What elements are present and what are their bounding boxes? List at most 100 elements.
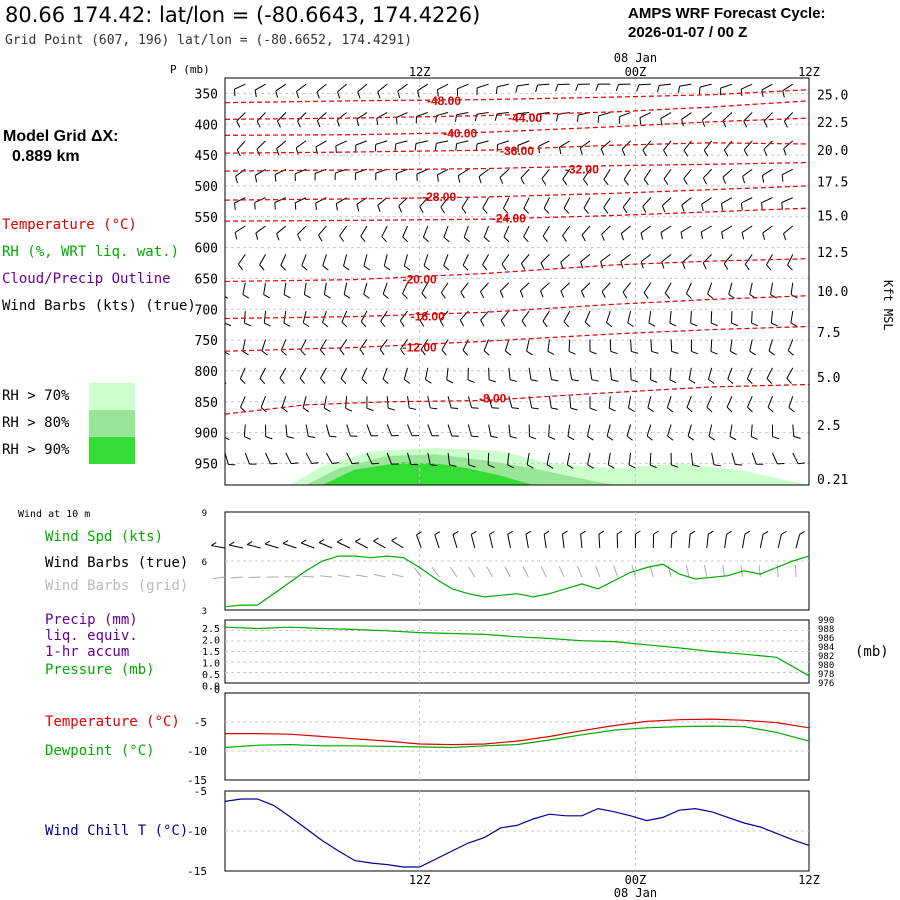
wind-barb: [630, 339, 639, 354]
wind-barb-flag: [771, 322, 778, 327]
wind-barb-staff: [504, 339, 510, 352]
wind-barb: [558, 140, 570, 155]
wind-barb-flag: [361, 378, 368, 385]
wind-barb-staff: [323, 396, 327, 409]
wind-barb: [643, 282, 652, 299]
wind-barb-staff: [265, 452, 271, 465]
wind-barb: [421, 282, 429, 299]
wind-barb: [394, 140, 408, 151]
wind-barb-staff: [259, 254, 266, 266]
wind-barb-staff: [622, 282, 631, 293]
wind-barb-flag: [490, 435, 498, 438]
wind10m-barb-grid: [355, 574, 368, 578]
wind-barb-staff: [569, 367, 573, 380]
wind-barb-flag: [265, 436, 273, 440]
wind-barb-staff: [243, 424, 246, 437]
wind-barb-staff: [294, 168, 307, 175]
wind-barb-staff: [526, 452, 530, 465]
wind-barb: [746, 396, 753, 413]
wind-barb-staff: [630, 367, 632, 380]
precip-label-liq: liq. equiv.: [45, 628, 138, 644]
wind10m-barb-true: [580, 530, 586, 549]
wind-barb-flag: [741, 232, 745, 240]
wind-barb-staff: [722, 112, 733, 122]
wind-barb: [681, 197, 692, 212]
wind-barb-flag: [376, 118, 379, 126]
wind-barb: [743, 140, 753, 157]
wind-barb-staff: [703, 168, 713, 179]
wind-barb-staff: [608, 396, 611, 409]
wind-barb-staff: [767, 396, 773, 408]
wind-barb-flag: [414, 143, 417, 151]
wind-barb-staff: [620, 253, 631, 262]
wind-barb-flag: [540, 262, 545, 270]
wind-barb: [643, 168, 652, 186]
wind10m-barb-grid: [413, 567, 422, 578]
wind-barb-staff: [744, 254, 753, 265]
wind-barb-flag: [627, 322, 634, 328]
wind-barb: [225, 282, 228, 299]
wind-barb-staff: [761, 83, 773, 91]
wind-barb-flag: [600, 261, 604, 269]
wind-barb-flag: [423, 236, 430, 243]
wind10m-barb-true-flag: [507, 530, 513, 535]
wind-barb-staff: [296, 83, 307, 92]
wind-barb-flag: [276, 233, 280, 241]
wind-barb-flag: [770, 294, 777, 299]
wind-barb: [467, 452, 476, 468]
temp-tick-label: -5: [194, 716, 207, 729]
wind-barb-flag: [487, 464, 495, 469]
wind-barb-staff: [295, 197, 307, 204]
wind-barb-staff: [341, 310, 348, 323]
wind-barb-flag: [276, 120, 281, 128]
wind-barb-flag: [698, 87, 701, 95]
wind-barb: [740, 197, 753, 210]
wind-barb-flag: [397, 91, 401, 99]
model-grid-value: 0.889 km: [12, 148, 80, 165]
wind-barb-flag: [584, 321, 591, 328]
wind-barb-flag: [225, 295, 228, 299]
wind-barb: [630, 367, 639, 383]
wind-barb: [770, 311, 778, 327]
wind-barb-flag: [360, 321, 367, 328]
wind-barb-flag: [482, 264, 488, 271]
wind-barb: [398, 197, 408, 213]
wind-barb-staff: [628, 396, 632, 409]
wind-barb: [305, 424, 316, 439]
wind-barb-flag: [631, 379, 639, 383]
wind-barb-staff: [346, 452, 353, 464]
wind-barb-staff: [728, 282, 733, 295]
wind-barb-staff: [357, 83, 368, 93]
wind-barb: [750, 424, 758, 440]
wind-barb: [562, 225, 571, 242]
wind-barb: [454, 112, 469, 122]
wind-barb-flag: [439, 319, 444, 327]
wind-barb: [680, 225, 692, 240]
wind-barb: [502, 197, 510, 214]
wind-barb-staff: [316, 83, 327, 93]
wind-barb-staff: [337, 83, 347, 93]
wind-barb-staff: [478, 168, 489, 177]
wind-barb-staff: [488, 424, 492, 437]
wind-barb: [781, 168, 794, 182]
wind10m-barb-grid: [576, 565, 583, 578]
wind10m-barb-true: [688, 530, 696, 549]
windchill-frame: [224, 790, 810, 872]
wind-barb: [542, 225, 550, 243]
wind-barb: [356, 112, 368, 127]
wind-barb-flag: [708, 378, 715, 384]
wind-barb-flag: [480, 291, 485, 299]
wind-barb-flag: [467, 379, 475, 383]
wind-barb-flag: [646, 435, 653, 441]
wind-barb-staff: [598, 112, 611, 117]
wind-barb-staff: [460, 282, 469, 293]
windchill-tick-label: -15: [187, 865, 207, 878]
isotherm-line-3: [225, 142, 809, 154]
wind-barb-staff: [600, 253, 611, 262]
wind-barb: [439, 310, 449, 327]
wind-barb-flag: [628, 464, 636, 469]
wind-barb-flag: [749, 350, 756, 356]
wind-barb-staff: [254, 83, 266, 91]
wind-barb-flag: [335, 203, 338, 211]
wind-barb-staff: [568, 339, 571, 352]
